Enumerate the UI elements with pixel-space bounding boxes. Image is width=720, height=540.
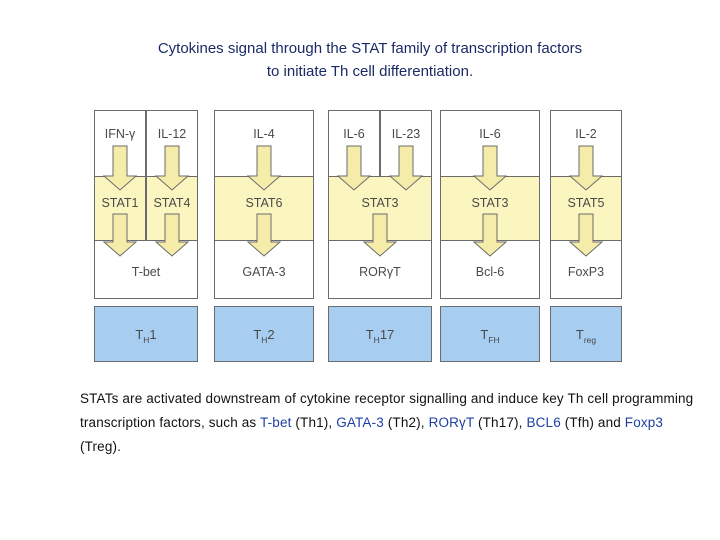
caption-text-4: (Th17),	[474, 415, 527, 430]
signal-arrow	[568, 213, 604, 257]
cytokine-box	[214, 110, 314, 177]
th-subset-label: Treg	[576, 327, 597, 345]
signal-arrow	[568, 145, 604, 191]
signal-arrow	[102, 145, 138, 191]
signal-arrow	[388, 145, 424, 191]
caption-text-6: (Treg).	[80, 439, 122, 454]
stat-label: STAT3	[361, 196, 398, 210]
diagram-title-line-2: to initiate Th cell differentiation.	[266, 63, 474, 80]
caption-text-3: (Th2),	[383, 415, 429, 430]
th-subset-box	[440, 306, 540, 362]
cytokine-label: IFN-γ	[105, 127, 136, 141]
th-subset-box	[550, 306, 622, 362]
signal-arrow	[246, 213, 282, 257]
th-subset-box	[328, 306, 432, 362]
stat-label: STAT6	[245, 196, 282, 210]
caption-tbet: T-bet	[259, 415, 292, 430]
transcription-factor-label: Bcl-6	[476, 265, 505, 279]
signal-arrow	[336, 145, 372, 191]
transcription-factor-label: GATA-3	[242, 265, 285, 279]
th-subset-label: TH17	[366, 327, 395, 345]
caption-rorgt: RORγT	[428, 415, 475, 430]
signal-arrow	[154, 213, 190, 257]
signal-arrow	[362, 213, 398, 257]
cytokine-label: IL-23	[392, 127, 421, 141]
th-subset-label: TFH	[480, 327, 499, 345]
stat-label: STAT4	[153, 196, 190, 210]
stat-label: STAT3	[471, 196, 508, 210]
th-subset-box	[94, 306, 198, 362]
cytokine-label: IL-2	[575, 127, 597, 141]
diagram-title-line-1: Cytokines signal through the STAT family…	[157, 40, 583, 57]
stat-label: STAT5	[567, 196, 604, 210]
signal-arrow	[472, 145, 508, 191]
cytokine-label: IL-12	[158, 127, 187, 141]
transcription-factor-label: RORγT	[359, 265, 401, 279]
signal-arrow	[102, 213, 138, 257]
caption-text-2: (Th1),	[291, 415, 337, 430]
stat-label: STAT1	[101, 196, 138, 210]
transcription-factor-label: T-bet	[132, 265, 161, 279]
caption-gata3: GATA-3	[336, 415, 384, 430]
cytokine-label: IL-4	[253, 127, 275, 141]
caption-text-5: (Tfh) and	[560, 415, 625, 430]
transcription-factor-box	[94, 240, 198, 299]
caption-bcl6: BCL6	[526, 415, 561, 430]
signal-arrow	[472, 213, 508, 257]
caption-text-1: STATs are activated downstream of cytoki…	[80, 391, 694, 430]
signal-arrow	[246, 145, 282, 191]
signal-arrow	[154, 145, 190, 191]
cytokine-label: IL-6	[343, 127, 365, 141]
th-subset-label: TH2	[253, 327, 274, 345]
transcription-factor-label: FoxP3	[568, 265, 604, 279]
caption-foxp3: Foxp3	[624, 415, 664, 430]
cytokine-label: IL-6	[479, 127, 501, 141]
figure-caption: STATs are activated downstream of cytoki…	[80, 387, 705, 459]
th-subset-label: TH1	[135, 327, 156, 345]
th-differentiation-diagram: IFN-γ IL-12 IL-4 IL-6 IL-23 IL-6 IL-2 STAT1 STAT…	[94, 110, 622, 362]
th-subset-box	[214, 306, 314, 362]
